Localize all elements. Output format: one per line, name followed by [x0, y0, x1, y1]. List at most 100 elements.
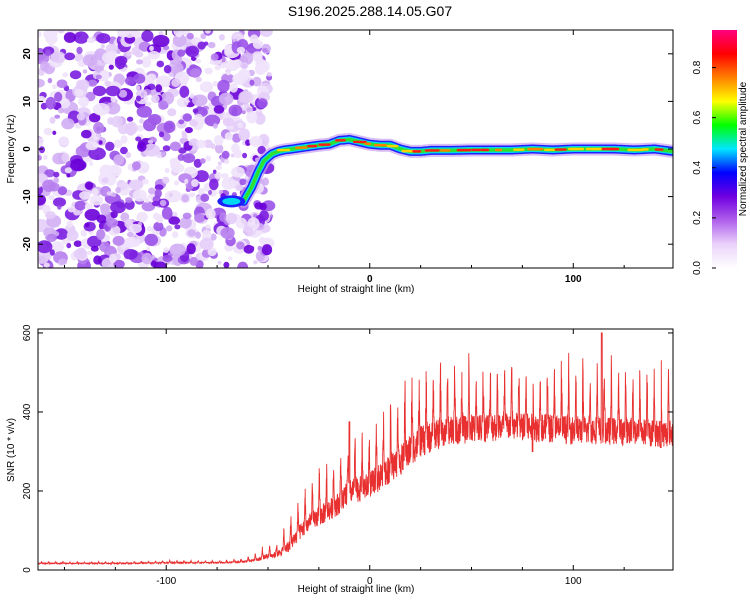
snr-panel: -100 0 100 0 200 400 600 Height of straight l… — [6, 324, 674, 595]
noise-speckle — [240, 62, 249, 70]
noise-speckle — [128, 223, 142, 234]
noise-speckle — [43, 127, 53, 136]
noise-speckle — [137, 141, 147, 152]
noise-speckle — [172, 231, 179, 239]
noise-speckle — [223, 261, 230, 268]
noise-speckle — [66, 173, 71, 178]
colorbar-ticks: 0.0 0.2 0.4 0.6 0.8 — [692, 60, 716, 275]
noise-speckle — [90, 245, 99, 252]
noise-speckle — [213, 135, 224, 146]
noise-speckle — [192, 94, 208, 107]
noise-speckle — [57, 186, 68, 196]
noise-speckle — [259, 202, 267, 211]
noise-speckle — [218, 189, 223, 195]
noise-speckle — [205, 155, 212, 162]
noise-speckle — [91, 188, 99, 196]
noise-speckle — [177, 49, 186, 57]
noise-speckle — [215, 165, 223, 171]
noise-speckle — [113, 259, 125, 268]
noise-speckle — [214, 65, 221, 71]
noise-speckle — [182, 153, 196, 164]
noise-speckle — [49, 116, 56, 124]
noise-speckle — [38, 155, 42, 161]
noise-speckle — [136, 105, 152, 118]
noise-speckle — [155, 84, 163, 93]
noise-speckle — [45, 211, 56, 220]
noise-speckle — [115, 55, 128, 66]
noise-speckle — [172, 34, 187, 47]
noise-speckle — [147, 114, 162, 126]
noise-speckle — [240, 52, 254, 65]
noise-speckle — [261, 244, 273, 256]
noise-speckle — [194, 213, 206, 223]
noise-speckle — [78, 96, 90, 108]
noise-speckle — [58, 136, 70, 146]
noise-speckle — [73, 240, 82, 247]
noise-speckle — [209, 59, 214, 65]
noise-speckle — [53, 171, 60, 178]
noise-speckle — [162, 145, 171, 152]
noise-speckle — [112, 235, 125, 246]
noise-speckle — [162, 254, 173, 263]
noise-speckle — [93, 255, 102, 265]
noise-speckle — [219, 212, 227, 222]
colorbar: 0.0 0.2 0.4 0.6 0.8 Normalized spectral ampl… — [692, 30, 749, 275]
noise-speckle — [153, 221, 164, 232]
noise-speckle — [146, 246, 151, 252]
noise-speckle — [125, 197, 133, 203]
noise-speckle — [51, 241, 65, 253]
noise-speckle — [106, 165, 122, 177]
noise-speckle — [52, 84, 57, 90]
noise-speckle — [100, 44, 105, 49]
noise-speckle — [220, 227, 235, 239]
noise-speckle — [224, 132, 233, 141]
noise-speckle — [181, 194, 189, 203]
noise-speckle — [253, 260, 258, 265]
ridge-blob-core — [222, 197, 241, 205]
noise-speckle — [236, 241, 245, 250]
noise-speckle — [188, 140, 195, 146]
noise-speckle — [238, 128, 250, 141]
noise-speckle — [221, 150, 230, 159]
y-tick-label: 600 — [22, 324, 33, 341]
noise-speckle — [61, 118, 75, 130]
noise-speckle — [111, 192, 117, 197]
noise-speckle — [158, 31, 164, 36]
y-tick-label: 400 — [22, 403, 33, 420]
noise-speckle — [179, 217, 192, 229]
noise-speckle — [38, 194, 46, 206]
noise-speckle — [176, 32, 183, 38]
noise-speckle — [249, 79, 255, 86]
noise-speckle — [141, 252, 153, 265]
noise-speckle — [54, 114, 61, 119]
snr-x-axis-label: Height of straight line (km) — [298, 584, 415, 595]
noise-speckle — [191, 179, 199, 187]
noise-speckle — [148, 187, 156, 195]
noise-speckle — [120, 212, 130, 222]
noise-speckle — [181, 134, 188, 139]
noise-speckle — [125, 50, 132, 57]
noise-speckle — [169, 243, 186, 257]
noise-speckle — [40, 61, 49, 72]
noise-speckle — [69, 70, 82, 80]
noise-speckle — [214, 143, 224, 154]
noise-speckle — [106, 191, 112, 196]
spectrogram-y-ticks: -20 -10 0 10 20 — [22, 48, 673, 251]
noise-speckle — [200, 193, 210, 202]
noise-speckle — [205, 224, 211, 229]
noise-speckle — [182, 113, 192, 122]
noise-speckle — [135, 95, 142, 102]
noise-speckle — [195, 231, 202, 239]
noise-speckle — [239, 178, 247, 186]
noise-speckle — [40, 102, 48, 110]
noise-speckle — [140, 92, 145, 97]
noise-speckle — [172, 211, 178, 218]
noise-speckle — [235, 217, 247, 229]
colorbar-tick-label: 0.6 — [692, 110, 703, 124]
noise-speckle — [254, 112, 266, 125]
noise-speckle — [158, 131, 165, 138]
noise-speckle — [39, 146, 45, 154]
noise-speckle — [73, 31, 89, 44]
noise-speckle — [84, 208, 100, 221]
